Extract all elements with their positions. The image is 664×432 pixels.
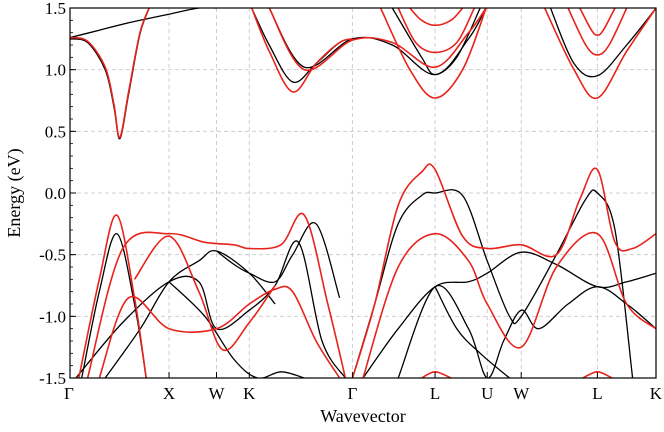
x-tick-label-8: L [592, 384, 602, 403]
series-red-conduction-5 [397, 8, 476, 54]
x-axis-title: Wavevector [320, 406, 406, 426]
series-black-conduction-4 [268, 8, 487, 76]
x-tick-label-9: K [650, 384, 663, 403]
y-tick-label-2: -0.5 [39, 246, 66, 265]
series-red-conduction-6 [409, 8, 464, 27]
series-black-conduction-5 [391, 8, 481, 76]
series-red-valence-1 [78, 214, 147, 378]
y-tick-label-4: 0.5 [45, 122, 66, 141]
series-red-conduction-8 [567, 8, 628, 56]
series-red-conduction-4 [379, 8, 487, 99]
series-black-valence-8 [397, 284, 656, 378]
y-tick-label-6: 1.5 [45, 0, 66, 18]
series-black-conduction-2 [70, 8, 217, 39]
series-red-valence-3 [98, 285, 341, 378]
y-tick-label-3: 0.0 [45, 184, 66, 203]
x-tick-label-0: Γ [64, 384, 74, 403]
series-red-valence-5 [351, 163, 656, 378]
x-tick-label-2: W [208, 384, 225, 403]
x-tick-label-4: Γ [348, 384, 358, 403]
series-black-conduction-1 [70, 8, 151, 140]
series-red-conduction-1 [70, 8, 151, 139]
x-tick-label-1: X [163, 384, 175, 403]
series-black-valence-9 [434, 286, 510, 378]
series-red-conduction-2 [250, 8, 353, 93]
series-red-valence-7 [421, 371, 452, 378]
y-axis-ticks: -1.5 -1.0 -0.5 0.0 0.5 1.0 1.5 [39, 0, 76, 388]
grid-lines [70, 8, 656, 378]
y-axis-title: Energy (eV) [4, 148, 25, 237]
series-red-valence-2 [86, 212, 347, 378]
band-series [70, 8, 656, 378]
series-black-valence-6 [351, 189, 634, 378]
x-tick-label-7: W [513, 384, 530, 403]
x-tick-label-6: U [481, 384, 493, 403]
series-black-valence-2 [75, 240, 346, 378]
series-red-valence-4 [133, 235, 276, 352]
series-black-valence-7 [362, 251, 656, 378]
series-red-conduction-9 [579, 8, 616, 36]
x-tick-label-3: K [243, 384, 256, 403]
series-red-conduction-3 [268, 8, 487, 72]
series-black-valence-4 [216, 222, 341, 298]
x-tick-label-5: L [430, 384, 440, 403]
series-red-valence-6 [362, 231, 656, 378]
series-red-conduction-7 [543, 8, 656, 100]
y-tick-label-1: -1.0 [39, 307, 66, 326]
series-black-conduction-6 [549, 8, 656, 78]
y-tick-label-0: -1.5 [39, 369, 66, 388]
series-red-valence-8 [582, 371, 613, 378]
series-black-valence-5 [168, 281, 305, 378]
y-tick-label-5: 1.0 [45, 61, 66, 80]
